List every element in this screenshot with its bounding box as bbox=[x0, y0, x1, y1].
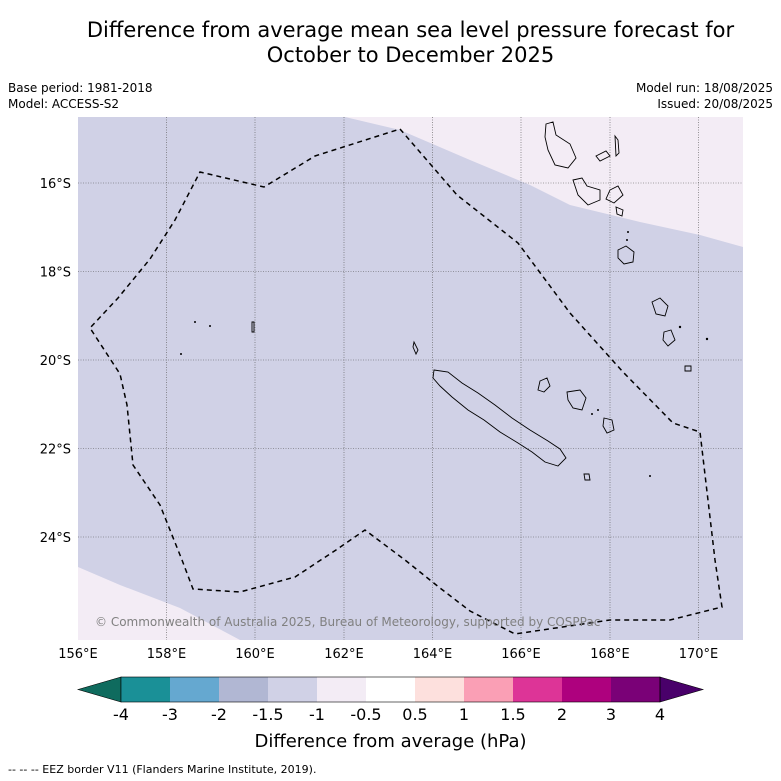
colorbar-tick-label: 0.5 bbox=[402, 705, 428, 724]
colorbar-tick-label: 1.5 bbox=[500, 705, 526, 724]
lat-axis: 16°S 18°S 20°S 22°S 24°S bbox=[40, 177, 71, 546]
colorbar-tick-label: 1 bbox=[458, 705, 470, 724]
colorbar-title: Difference from average (hPa) bbox=[254, 731, 527, 752]
colorbar-tick-label: -1 bbox=[309, 705, 325, 724]
colorbar-tick-label: 3 bbox=[605, 705, 617, 724]
colorbar-tick-label: 4 bbox=[654, 705, 666, 724]
vanuatu-pentecost bbox=[605, 185, 624, 204]
vanuatu-malakula bbox=[572, 177, 601, 206]
colorbar-segment bbox=[317, 677, 367, 702]
lon-label-164: 164°E bbox=[413, 647, 453, 662]
eez-border bbox=[89, 128, 723, 635]
base-period: Base period: 1981-2018 bbox=[8, 81, 153, 95]
vanuatu-ambae bbox=[595, 150, 611, 162]
lat-label-18: 18°S bbox=[40, 266, 71, 281]
lon-label-158: 158°E bbox=[147, 647, 187, 662]
lon-label-168: 168°E bbox=[590, 647, 630, 662]
title-line-2: October to December 2025 bbox=[266, 43, 555, 67]
colorbar-tick-label: -0.5 bbox=[350, 705, 382, 724]
lon-axis: 156°E 158°E 160°E 162°E 164°E 166°E 168°… bbox=[58, 647, 718, 662]
lon-label-166: 166°E bbox=[501, 647, 541, 662]
chesterfield bbox=[251, 321, 255, 333]
loyalty-ouvea bbox=[537, 377, 551, 393]
colorbar-tick-label: -3 bbox=[162, 705, 178, 724]
colorbar-tick-label: -1.5 bbox=[252, 705, 284, 724]
pressure-field bbox=[78, 117, 743, 640]
colorbar-extend-high bbox=[659, 676, 705, 703]
meta-left: Base period: 1981-2018 Model: ACCESS-S2 bbox=[8, 80, 153, 112]
colorbar-segment bbox=[611, 677, 661, 702]
colorbar-segment bbox=[562, 677, 612, 702]
colorbar-segment bbox=[219, 677, 269, 702]
colorbar-tick-label: -2 bbox=[211, 705, 227, 724]
footer-note: -- -- -- EEZ border V11 (Flanders Marine… bbox=[8, 763, 317, 776]
colorbar-segment bbox=[464, 677, 514, 702]
lon-label-162: 162°E bbox=[324, 647, 364, 662]
lat-label-20: 20°S bbox=[40, 354, 71, 369]
colorbar-segment bbox=[170, 677, 220, 702]
lat-label-16: 16°S bbox=[40, 177, 71, 192]
colorbar-tick-label: -4 bbox=[113, 705, 129, 724]
colorbar-segment bbox=[268, 677, 318, 702]
lat-label-24: 24°S bbox=[40, 531, 71, 546]
vanuatu-maewo bbox=[614, 134, 620, 158]
colorbar-segment bbox=[415, 677, 465, 702]
colorbar-extend-low bbox=[76, 676, 122, 703]
vanuatu-tanna bbox=[662, 329, 676, 347]
chart-title: Difference from average mean sea level p… bbox=[40, 18, 781, 68]
colorbar-tick-label: 2 bbox=[556, 705, 568, 724]
colorbar-frame bbox=[120, 676, 661, 703]
vanuatu-espiritu-santo bbox=[544, 121, 577, 169]
copyright-text: © Commonwealth of Australia 2025, Bureau… bbox=[95, 615, 600, 629]
model-run: Model run: 18/08/2025 bbox=[635, 81, 773, 95]
colorbar bbox=[76, 676, 705, 703]
field-light-top-right bbox=[345, 117, 743, 247]
vanuatu-epi bbox=[615, 206, 624, 217]
colorbar-segment bbox=[513, 677, 563, 702]
loyalty-lifou bbox=[566, 389, 587, 411]
lon-label-156: 156°E bbox=[58, 647, 98, 662]
small-islands bbox=[180, 231, 709, 477]
coastlines bbox=[251, 121, 692, 481]
meta-right: Model run: 18/08/2025 Issued: 20/08/2025 bbox=[636, 80, 773, 112]
colorbar-segment bbox=[121, 677, 171, 702]
loyalty-mare bbox=[602, 417, 615, 434]
lon-label-170: 170°E bbox=[679, 647, 719, 662]
vanuatu-erromango bbox=[651, 297, 669, 317]
belep-islands bbox=[412, 340, 419, 356]
lat-label-22: 22°S bbox=[40, 443, 71, 458]
field-light-bottom-left bbox=[78, 567, 240, 640]
vanuatu-aneityum bbox=[684, 365, 692, 372]
model-name: Model: ACCESS-S2 bbox=[8, 97, 120, 111]
title-line-1: Difference from average mean sea level p… bbox=[86, 18, 735, 42]
isle-of-pines bbox=[583, 473, 591, 481]
gridlines bbox=[78, 117, 743, 640]
colorbar-segment bbox=[366, 677, 416, 702]
new-caledonia bbox=[432, 369, 567, 467]
vanuatu-efate bbox=[617, 245, 635, 265]
lon-label-160: 160°E bbox=[235, 647, 275, 662]
issued-date: Issued: 20/08/2025 bbox=[657, 97, 773, 111]
